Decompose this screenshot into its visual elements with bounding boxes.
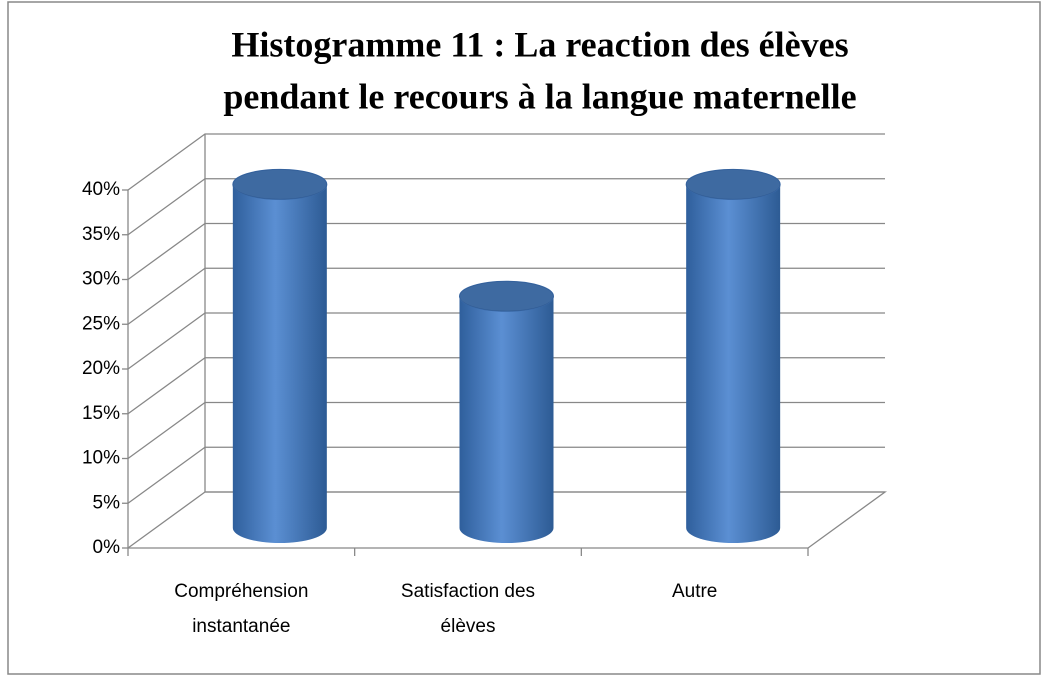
grid-line [127, 178, 885, 236]
grid-line [127, 267, 885, 325]
grid-line [127, 133, 885, 191]
y-tick-label: 25% [82, 313, 120, 334]
bar [686, 184, 781, 543]
grid-line [127, 357, 885, 415]
bar-top [232, 168, 328, 200]
grid-line [127, 401, 885, 460]
bar-top-shade [686, 169, 781, 200]
bar-top-shade [459, 281, 554, 312]
bar-top [685, 168, 781, 200]
y-tick-label: 15% [82, 403, 120, 424]
x-tick-label: élèves [441, 616, 496, 637]
chart-title: pendant le recours à la langue maternell… [223, 76, 856, 116]
y-tick-label: 35% [82, 224, 120, 245]
bar-top-shade [232, 169, 327, 200]
grid-line [127, 222, 885, 281]
grid-line [127, 312, 885, 370]
x-tick-label: instantanée [192, 616, 290, 637]
chart-title: Histogramme 11 : La reaction des élèves [231, 24, 848, 64]
bar [232, 184, 327, 543]
y-tick-label: 5% [93, 492, 121, 513]
x-tick-label: Satisfaction des [401, 581, 535, 602]
x-tick-label: Autre [672, 581, 717, 602]
bar [459, 296, 554, 543]
y-tick-label: 30% [82, 269, 120, 290]
grid-line [127, 446, 885, 504]
y-tick-label: 0% [93, 537, 121, 558]
y-tick-label: 40% [82, 179, 120, 200]
bar-top [459, 280, 554, 312]
x-tick-label: Compréhension [174, 581, 308, 602]
grid-line [127, 491, 885, 549]
y-tick-label: 20% [82, 358, 120, 379]
y-tick-label: 10% [82, 448, 120, 469]
